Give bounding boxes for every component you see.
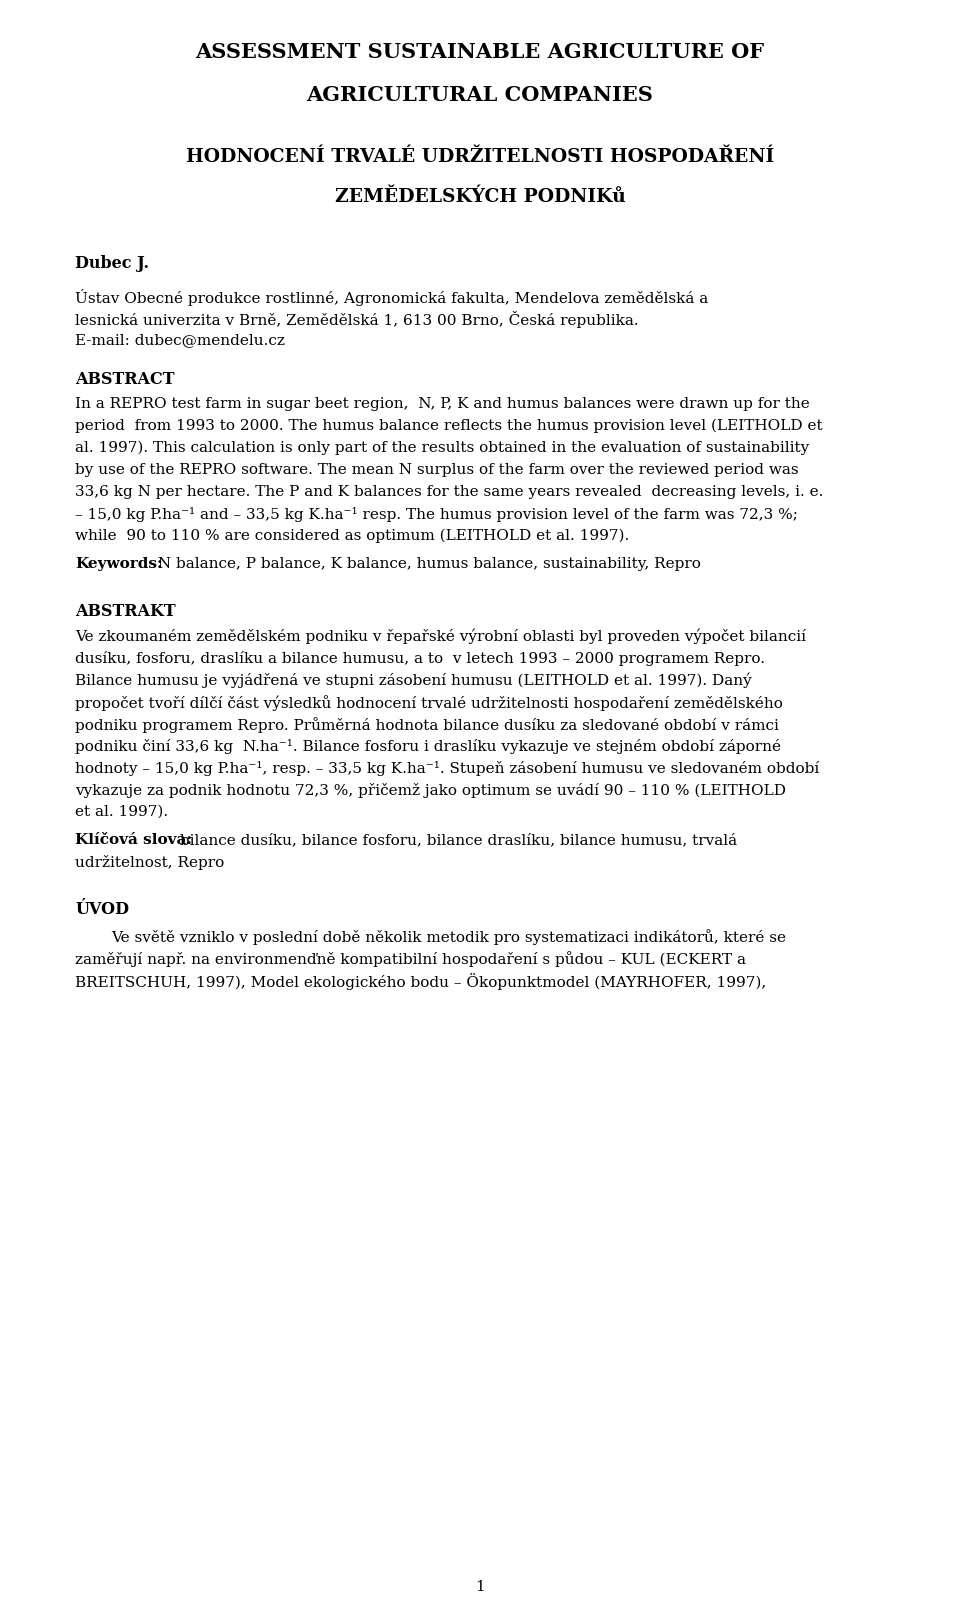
Text: propočet tvoří dílčí část výsledků hodnocení trvalé udržitelnosti hospodaření ze: propočet tvoří dílčí část výsledků hodno… [75,695,782,711]
Text: et al. 1997).: et al. 1997). [75,805,168,819]
Text: hodnoty – 15,0 kg P.ha⁻¹, resp. – 33,5 kg K.ha⁻¹. Stupeň zásobení humusu ve sled: hodnoty – 15,0 kg P.ha⁻¹, resp. – 33,5 k… [75,761,819,776]
Text: Klíčová slova:: Klíčová slova: [75,832,192,847]
Text: Dubec J.: Dubec J. [75,255,149,273]
Text: udržitelnost, Repro: udržitelnost, Repro [75,855,225,869]
Text: 1: 1 [475,1581,485,1594]
Text: – 15,0 kg P.ha⁻¹ and – 33,5 kg K.ha⁻¹ resp. The humus provision level of the far: – 15,0 kg P.ha⁻¹ and – 33,5 kg K.ha⁻¹ re… [75,506,798,523]
Text: ZEMĚDELSKÝCH PODNIKů: ZEMĚDELSKÝCH PODNIKů [335,189,625,206]
Text: zaměřují např. na environmenďně kompatibilní hospodaření s půdou – KUL (ECKERT a: zaměřují např. na environmenďně kompatib… [75,952,746,966]
Text: BREITSCHUH, 1997), Model ekologického bodu – Ökopunktmodel (MAYRHOFER, 1997),: BREITSCHUH, 1997), Model ekologického bo… [75,973,766,990]
Text: 33,6 kg N per hectare. The P and K balances for the same years revealed  decreas: 33,6 kg N per hectare. The P and K balan… [75,486,824,498]
Text: ABSTRACT: ABSTRACT [75,371,175,389]
Text: In a REPRO test farm in sugar beet region,  N, P, K and humus balances were draw: In a REPRO test farm in sugar beet regio… [75,397,809,411]
Text: Ústav Obecné produkce rostlinné, Agronomická fakulta, Mendelova zemědělská a: Ústav Obecné produkce rostlinné, Agronom… [75,289,708,306]
Text: ASSESSMENT SUSTAINABLE AGRICULTURE OF: ASSESSMENT SUSTAINABLE AGRICULTURE OF [196,42,764,61]
Text: podniku činí 33,6 kg  N.ha⁻¹. Bilance fosforu i draslíku vykazuje ve stejném obd: podniku činí 33,6 kg N.ha⁻¹. Bilance fos… [75,739,781,753]
Text: dusíku, fosforu, draslíku a bilance humusu, a to  v letech 1993 – 2000 programem: dusíku, fosforu, draslíku a bilance humu… [75,652,765,666]
Text: period  from 1993 to 2000. The humus balance reflects the humus provision level : period from 1993 to 2000. The humus bala… [75,419,823,434]
Text: E-mail: dubec@mendelu.cz: E-mail: dubec@mendelu.cz [75,332,285,347]
Text: lesnická univerzita v Brně, Zemědělská 1, 613 00 Brno, Česká republika.: lesnická univerzita v Brně, Zemědělská 1… [75,311,638,327]
Text: Keywords:: Keywords: [75,556,162,571]
Text: while  90 to 110 % are considered as optimum (LEITHOLD et al. 1997).: while 90 to 110 % are considered as opti… [75,529,629,544]
Text: AGRICULTURAL COMPANIES: AGRICULTURAL COMPANIES [306,85,654,105]
Text: Ve zkoumaném zemědělském podniku v řepařské výrobní oblasti byl proveden výpočet: Ve zkoumaném zemědělském podniku v řepař… [75,629,806,645]
Text: HODNOCENÍ TRVALÉ UDRŽITELNOSTI HOSPODAŘENÍ: HODNOCENÍ TRVALÉ UDRŽITELNOSTI HOSPODAŘE… [186,148,774,166]
Text: vykazuje za podnik hodnotu 72,3 %, přičemž jako optimum se uvádí 90 – 110 % (LEI: vykazuje za podnik hodnotu 72,3 %, přiče… [75,782,786,798]
Text: podniku programem Repro. Průměrná hodnota bilance dusíku za sledované období v r: podniku programem Repro. Průměrná hodnot… [75,718,779,732]
Text: Ve světě vzniklo v poslední době několik metodik pro systematizaci indikátorů, k: Ve světě vzniklo v poslední době několik… [111,929,786,945]
Text: ÚVOD: ÚVOD [75,902,129,918]
Text: bilance dusíku, bilance fosforu, bilance draslíku, bilance humusu, trvalá: bilance dusíku, bilance fosforu, bilance… [175,832,737,847]
Text: N balance, P balance, K balance, humus balance, sustainability, Repro: N balance, P balance, K balance, humus b… [153,556,701,571]
Text: ABSTRAKT: ABSTRAKT [75,603,176,619]
Text: Bilance humusu je vyjádřená ve stupni zásobení humusu (LEITHOLD et al. 1997). Da: Bilance humusu je vyjádřená ve stupni zá… [75,673,752,689]
Text: by use of the REPRO software. The mean N surplus of the farm over the reviewed p: by use of the REPRO software. The mean N… [75,463,799,477]
Text: al. 1997). This calculation is only part of the results obtained in the evaluati: al. 1997). This calculation is only part… [75,440,809,455]
